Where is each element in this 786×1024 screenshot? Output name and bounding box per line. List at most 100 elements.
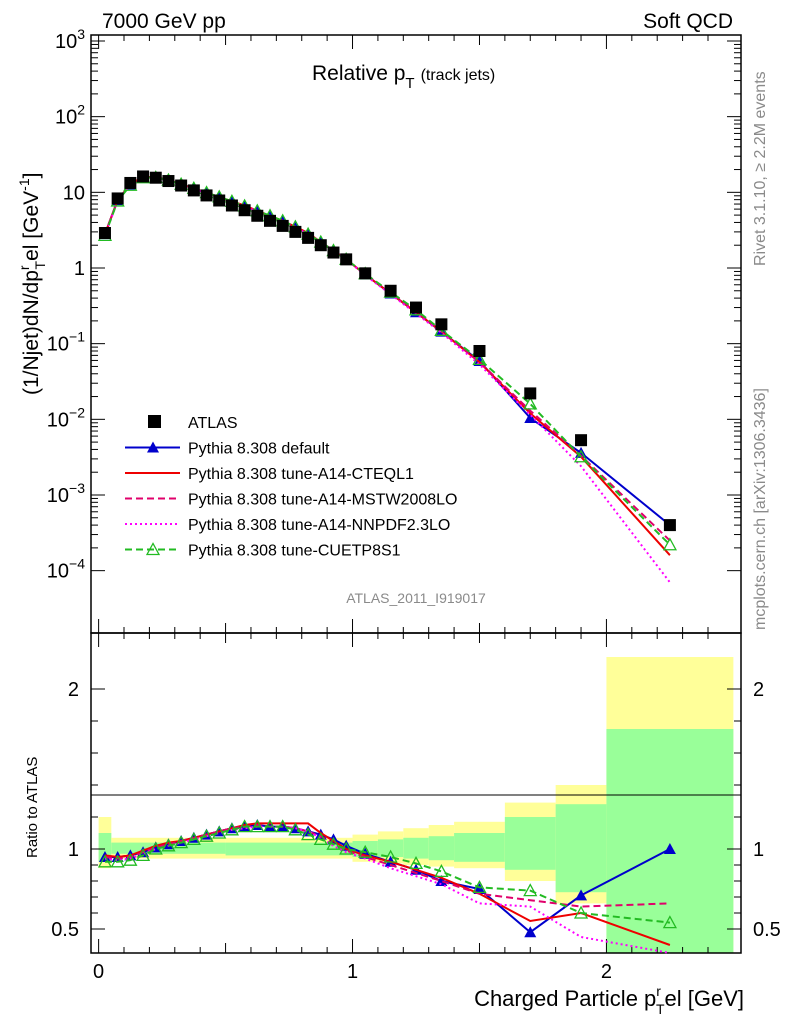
ratio-point-1-27 [663, 843, 676, 854]
ratio-point-5-15 [288, 822, 303, 836]
ratio-ytick-label-left-2: 2 [68, 679, 79, 701]
main-ylabel: (1/Njet)dN/dprTel [GeV-1] [16, 173, 48, 395]
band-green-9 [555, 804, 607, 893]
main-point-0-18 [327, 246, 340, 259]
ratio-point-5-7 [186, 832, 201, 846]
main-point-0-27 [663, 519, 676, 532]
main-line-5 [104, 176, 671, 546]
main-point-5-25 [523, 396, 538, 410]
main-line-3 [104, 176, 671, 542]
xtick-label-2: 2 [601, 961, 612, 983]
legend-label-3: Pythia 8.308 tune-A14-MSTW2008LO [188, 492, 457, 509]
main-point-0-20 [359, 267, 372, 280]
main-point-0-12 [251, 209, 264, 222]
ratio-ytick-label-right-0: 0.5 [753, 919, 781, 941]
main-point-0-4 [149, 171, 162, 184]
ratio-point-1-26 [575, 889, 588, 901]
ratio-point-5-24 [472, 880, 487, 894]
plot-title: Relative pT (track jets) [312, 62, 495, 92]
ratio-series-layer [97, 819, 678, 954]
main-series-layer [97, 170, 678, 583]
main-point-0-7 [187, 184, 200, 197]
ratio-point-5-20 [358, 844, 373, 858]
main-point-0-26 [575, 434, 588, 447]
ratio-point-1-23 [435, 875, 448, 886]
main-point-0-2 [124, 176, 137, 189]
band-green-2 [225, 842, 353, 856]
main-point-0-21 [384, 284, 397, 297]
ratio-ytick-label-left-1: 1 [68, 839, 79, 861]
header-left: 7000 GeV pp [102, 10, 226, 33]
main-ytick-label-7: 10−4 [47, 556, 85, 583]
main-point-0-13 [264, 214, 277, 227]
ratio-point-5-0 [97, 854, 113, 868]
ratio-point-5-25 [523, 883, 538, 897]
band-green-0 [98, 833, 112, 862]
legend-marker-1 [147, 441, 159, 453]
legend-entry-1: Pythia 8.308 default [125, 441, 330, 458]
ratio-point-5-19 [339, 841, 354, 855]
main-point-0-14 [276, 219, 289, 232]
analysis-id: ATLAS_2011_I919017 [346, 590, 486, 606]
ratio-point-5-6 [174, 835, 189, 849]
ratio-plot-frame [90, 632, 742, 954]
ratio-point-5-17 [313, 832, 328, 846]
main-ytick-label-4: 10−1 [47, 329, 85, 356]
legend-marker-5 [145, 542, 161, 556]
band-green-7 [454, 833, 505, 862]
main-point-0-1 [111, 192, 124, 205]
ratio-point-5-18 [326, 836, 341, 850]
mcplots-label: mcplots.cern.ch [arXiv:1306.3436] [752, 388, 769, 630]
ratio-point-5-8 [199, 828, 214, 842]
ratio-point-5-21 [383, 849, 398, 863]
main-ytick-label-2: 10 [63, 182, 85, 204]
main-point-0-10 [225, 199, 238, 212]
main-point-0-16 [302, 231, 315, 244]
main-ytick-label-0: 103 [55, 26, 85, 53]
ratio-point-5-14 [275, 819, 290, 833]
xtick-label-1: 1 [347, 961, 358, 983]
legend-label-0: ATLAS [188, 415, 238, 432]
main-point-0-0 [98, 227, 111, 240]
ratio-point-5-12 [250, 819, 265, 833]
main-point-0-5 [162, 175, 175, 188]
ratio-point-5-22 [408, 856, 424, 870]
band-green-5 [403, 837, 429, 859]
ratio-ytick-label-right-1: 1 [753, 839, 764, 861]
main-ytick-label-3: 1 [74, 258, 85, 280]
ratio-point-5-3 [135, 848, 151, 862]
legend: ATLAS Pythia 8.308 default Pythia 8.308 tu… [125, 415, 457, 560]
legend-entry-3: Pythia 8.308 tune-A14-MSTW2008LO [125, 492, 457, 509]
main-point-5-24 [472, 352, 487, 366]
band-green-8 [504, 817, 556, 870]
legend-marker-0 [148, 415, 161, 428]
main-point-0-11 [238, 204, 251, 217]
main-point-0-15 [289, 225, 302, 238]
legend-entry-5: Pythia 8.308 tune-CUETP8S1 [125, 542, 401, 560]
main-point-0-17 [314, 239, 327, 252]
main-point-0-23 [435, 318, 448, 331]
ratio-point-5-9 [212, 825, 227, 839]
main-point-0-25 [524, 387, 537, 400]
ratio-point-5-16 [300, 827, 316, 841]
legend-entry-0: ATLAS [148, 415, 238, 432]
xtick-label-0: 0 [93, 961, 104, 983]
legend-label-1: Pythia 8.308 default [188, 441, 330, 458]
ratio-point-5-11 [237, 819, 252, 833]
x-axis-label: Charged Particle pr Tel [GeV] [474, 983, 744, 1017]
main-point-0-3 [137, 170, 150, 183]
ratio-ytick-label-right-2: 2 [753, 679, 764, 701]
legend-label-4: Pythia 8.308 tune-A14-NNPDF2.3LO [188, 517, 450, 534]
legend-label-2: Pythia 8.308 tune-A14-CTEQL1 [188, 466, 414, 483]
ratio-point-5-1 [110, 854, 125, 868]
ratio-line-2 [104, 822, 671, 946]
band-green-10 [606, 729, 734, 953]
main-point-0-19 [340, 253, 353, 266]
ratio-point-5-23 [434, 864, 449, 878]
ratio-point-1-25 [524, 926, 537, 938]
header-right: Soft QCD [643, 10, 733, 33]
main-point-0-22 [410, 301, 422, 314]
main-point-5-27 [662, 537, 678, 551]
ratio-point-5-26 [573, 905, 589, 919]
